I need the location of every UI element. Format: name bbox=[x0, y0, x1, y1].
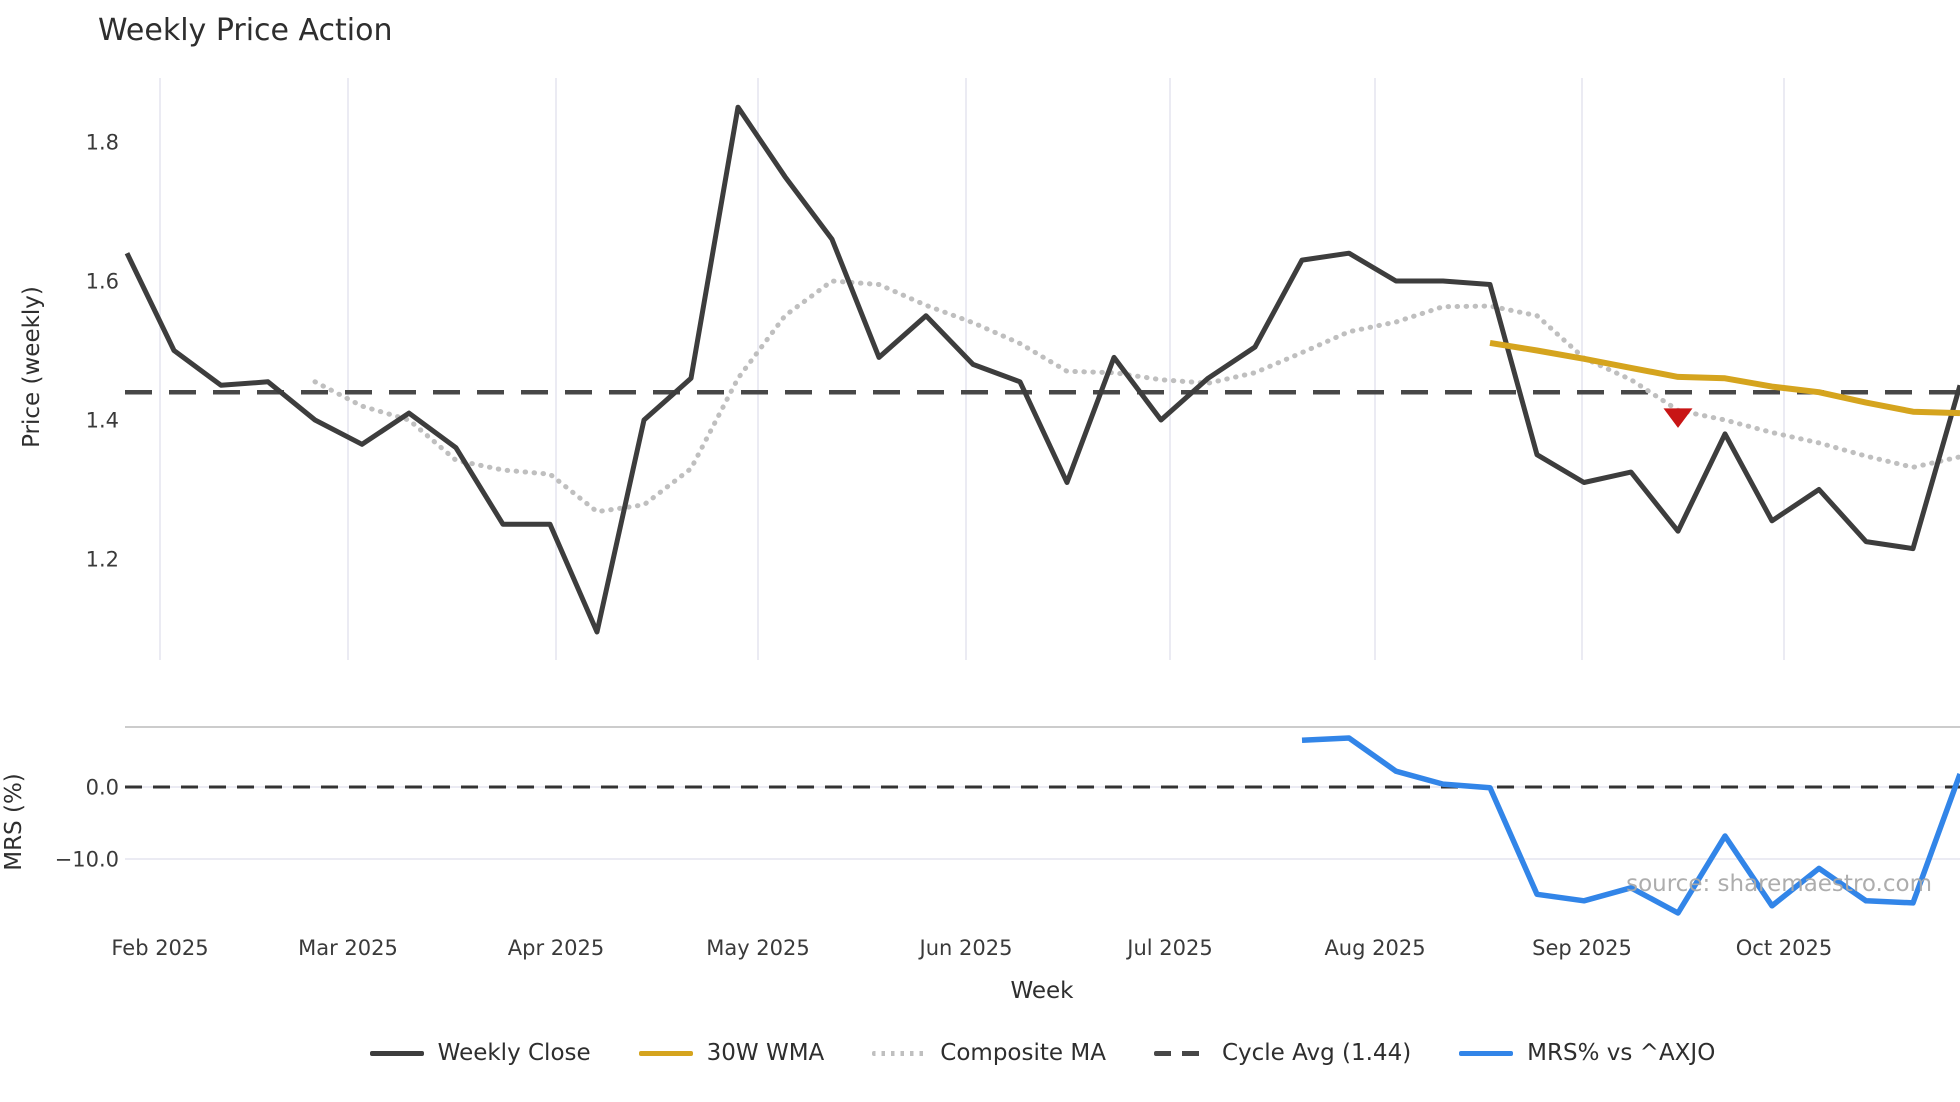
y-axis-label-mrs: MRS (%) bbox=[1, 773, 27, 871]
legend-item: MRS% vs ^AXJO bbox=[1459, 1040, 1715, 1066]
sell-signal-triangle-icon bbox=[1663, 408, 1693, 428]
source-note: source: sharemaestro.com bbox=[1626, 871, 1932, 897]
price-ytick-labels: 1.8 1.6 1.4 1.2 bbox=[86, 131, 119, 572]
chart-title: Weekly Price Action bbox=[98, 13, 393, 48]
x-tick-label: Apr 2025 bbox=[508, 936, 604, 960]
mrs-ytick-labels: 0.0 −10.0 bbox=[55, 776, 119, 872]
month-gridlines bbox=[159, 78, 1785, 660]
legend-item: Weekly Close bbox=[369, 1040, 591, 1066]
legend-label: Weekly Close bbox=[437, 1040, 591, 1066]
legend-item: Composite MA bbox=[872, 1040, 1106, 1066]
x-tick-label: Jul 2025 bbox=[1125, 936, 1212, 960]
mrs-panel-gridlines bbox=[125, 726, 1960, 860]
legend-label: MRS% vs ^AXJO bbox=[1527, 1040, 1716, 1066]
composite-ma-line bbox=[312, 278, 1960, 515]
x-axis-label: Week bbox=[1010, 978, 1074, 1004]
legend-swatch-icon bbox=[369, 1050, 424, 1056]
mrs-ytick-label: 0.0 bbox=[86, 776, 119, 800]
mrs-line bbox=[1301, 735, 1960, 916]
x-tick-label: Mar 2025 bbox=[298, 936, 398, 960]
x-tick-label: Oct 2025 bbox=[1736, 936, 1832, 960]
legend-label: 30W WMA bbox=[706, 1040, 825, 1066]
wma-30w-line bbox=[1489, 339, 1960, 417]
legend-swatch-icon bbox=[1459, 1050, 1514, 1056]
weekly-close-line bbox=[124, 104, 1960, 635]
y-axis-label-price: Price (weekly) bbox=[19, 286, 45, 448]
x-tick-label: Jun 2025 bbox=[918, 936, 1013, 960]
mrs-ytick-label: −10.0 bbox=[55, 848, 119, 872]
month-tick-labels: Feb 2025 Mar 2025 Apr 2025 May 2025 Jun 2025… bbox=[111, 936, 1832, 960]
legend-item: 30W WMA bbox=[638, 1040, 825, 1066]
price-ytick-label: 1.4 bbox=[86, 409, 119, 433]
x-tick-label: Sep 2025 bbox=[1532, 936, 1632, 960]
price-ytick-label: 1.6 bbox=[86, 270, 119, 294]
x-tick-label: Aug 2025 bbox=[1324, 936, 1425, 960]
legend: Weekly Close 30W WMA Composite MA Cycle Avg… bbox=[125, 1032, 1960, 1074]
price-ytick-label: 1.2 bbox=[86, 548, 119, 572]
x-tick-label: May 2025 bbox=[706, 936, 810, 960]
legend-label: Cycle Avg (1.44) bbox=[1221, 1040, 1412, 1066]
legend-swatch-icon bbox=[872, 1050, 927, 1056]
price-ytick-label: 1.8 bbox=[86, 131, 119, 155]
legend-swatch-icon bbox=[1153, 1050, 1208, 1056]
legend-swatch-icon bbox=[638, 1050, 693, 1056]
legend-label: Composite MA bbox=[940, 1040, 1106, 1066]
legend-item: Cycle Avg (1.44) bbox=[1153, 1040, 1412, 1066]
x-tick-label: Feb 2025 bbox=[111, 936, 208, 960]
